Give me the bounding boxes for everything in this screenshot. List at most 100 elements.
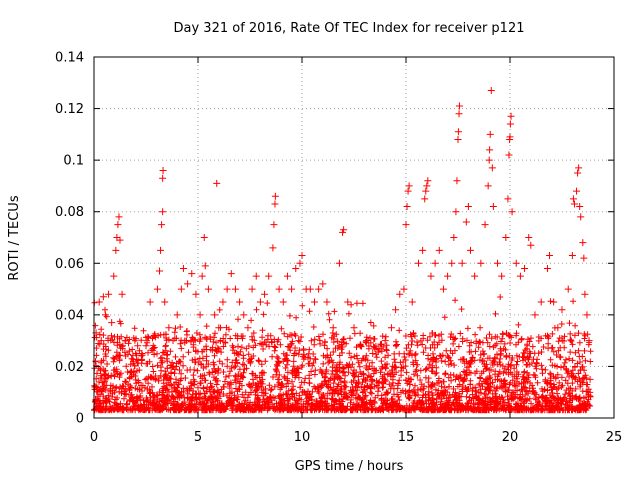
data-point <box>114 221 122 229</box>
data-point <box>105 290 113 298</box>
data-point <box>159 166 167 174</box>
data-point <box>125 347 133 355</box>
data-point <box>283 272 291 280</box>
data-point <box>487 87 495 95</box>
data-point <box>179 264 187 272</box>
data-point <box>110 272 118 280</box>
data-point <box>435 246 443 254</box>
data-point <box>576 203 584 211</box>
data-point <box>454 136 462 144</box>
data-point <box>231 285 239 293</box>
data-point <box>424 177 432 185</box>
data-point <box>213 179 221 187</box>
data-point <box>516 272 524 280</box>
data-point <box>240 311 248 319</box>
data-point <box>344 298 352 306</box>
data-point <box>546 252 554 260</box>
data-point <box>450 234 458 241</box>
data-point <box>200 234 208 241</box>
data-point <box>586 375 594 383</box>
data-point <box>585 337 593 345</box>
x-tick-label: 5 <box>194 430 202 445</box>
data-point <box>455 110 463 118</box>
data-point <box>419 246 427 254</box>
data-point <box>97 337 105 345</box>
data-point <box>261 290 269 298</box>
data-point <box>270 221 278 229</box>
data-point <box>275 285 283 293</box>
data-point <box>477 259 485 267</box>
data-point <box>252 272 260 280</box>
data-point <box>577 213 585 221</box>
data-point <box>192 290 200 298</box>
data-point <box>569 195 577 203</box>
data-point <box>464 203 472 211</box>
data-point <box>405 182 413 190</box>
data-point <box>448 259 456 267</box>
data-point <box>95 298 103 306</box>
data-point <box>507 112 515 120</box>
data-point <box>165 324 173 332</box>
data-point <box>381 337 389 345</box>
data-point <box>118 290 126 298</box>
data-point <box>422 187 430 195</box>
x-tick-label: 15 <box>398 430 415 445</box>
data-point <box>453 177 461 185</box>
y-axis-label: ROTI / TECUs <box>7 195 22 280</box>
data-point <box>157 246 165 254</box>
data-point <box>506 133 514 141</box>
y-tick-label: 0.12 <box>55 102 84 117</box>
data-point <box>150 331 158 339</box>
data-point <box>573 187 581 195</box>
data-point <box>444 272 452 280</box>
noise-floor-cloud <box>91 294 594 414</box>
data-point <box>177 285 185 293</box>
data-point <box>387 324 395 332</box>
data-point <box>265 272 273 280</box>
data-point <box>489 203 497 211</box>
data-point <box>138 350 146 358</box>
data-point <box>570 200 578 208</box>
data-point <box>356 342 364 350</box>
data-point <box>271 192 279 200</box>
y-tick-label: 0.02 <box>55 360 84 375</box>
data-point <box>484 182 492 190</box>
x-tick-label: 20 <box>502 430 519 445</box>
y-tick-label: 0.04 <box>55 308 84 323</box>
data-point <box>402 221 410 229</box>
data-point <box>531 311 539 319</box>
data-point <box>158 221 166 229</box>
data-point <box>296 259 304 267</box>
data-point <box>579 239 587 247</box>
data-point <box>248 285 256 293</box>
data-point <box>554 324 562 332</box>
data-point <box>288 285 296 293</box>
y-axis-ticks: 0 0.02 0.04 0.06 0.08 0.1 0.12 0.14 <box>55 51 614 427</box>
data-point <box>458 259 466 267</box>
data-point <box>306 285 314 293</box>
data-point <box>537 298 545 306</box>
y-tick-label: 0.08 <box>55 205 84 220</box>
data-point <box>319 280 327 288</box>
data-point <box>506 120 514 128</box>
data-point <box>488 164 496 172</box>
chart-title: Day 321 of 2016, Rate Of TEC Index for r… <box>174 21 525 36</box>
data-point <box>452 208 460 216</box>
data-point <box>494 259 502 267</box>
data-point <box>404 187 412 195</box>
data-point <box>423 182 431 190</box>
data-point <box>169 337 177 345</box>
data-points <box>91 87 594 394</box>
data-point <box>369 350 377 358</box>
data-point <box>431 259 439 267</box>
data-point <box>486 146 494 154</box>
data-point <box>204 285 212 293</box>
data-point <box>574 169 582 177</box>
data-point <box>256 298 264 306</box>
data-point <box>502 234 510 241</box>
data-point <box>527 241 535 249</box>
y-tick-label: 0 <box>76 412 84 427</box>
data-point <box>581 290 589 298</box>
y-tick-label: 0.06 <box>55 257 84 272</box>
data-point <box>101 311 109 319</box>
